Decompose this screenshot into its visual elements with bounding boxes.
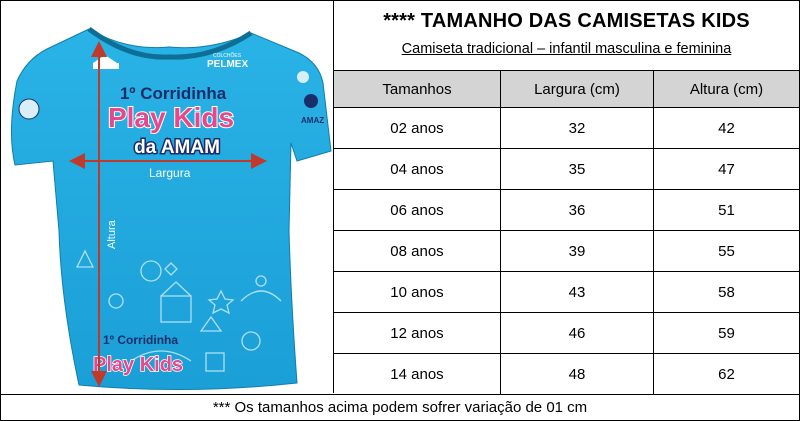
shirt-illustration-panel: AMAZ COLCHÕES PELMEX 1º Corridinha Play …: [1, 1, 334, 393]
table-header-row: Tamanhos Largura (cm) Altura (cm): [334, 70, 799, 108]
table-row: 02 anos 32 42: [334, 107, 799, 149]
table-row: 08 anos 39 55: [334, 230, 799, 272]
cell-width: 43: [500, 271, 654, 313]
table-row: 12 anos 46 59: [334, 312, 799, 354]
footer-note: *** Os tamanhos acima podem sofrer varia…: [1, 394, 799, 421]
table-row: 14 anos 48 62: [334, 353, 799, 395]
sponsor-small-text: COLCHÕES: [213, 52, 242, 59]
cell-height: 51: [653, 189, 799, 231]
table-row: 10 anos 43 58: [334, 271, 799, 313]
bottom-line2: Play Kids: [93, 354, 183, 376]
cell-size: 06 anos: [334, 189, 501, 231]
sponsor-logo: PELMEX: [207, 59, 248, 70]
width-label: Largura: [149, 166, 191, 180]
cell-width: 46: [500, 312, 654, 354]
event-line1: 1º Corridinha: [120, 84, 227, 103]
column-header-width: Largura (cm): [500, 70, 654, 108]
event-line3: da AMAM: [134, 137, 220, 158]
cell-height: 42: [653, 107, 799, 149]
page-title: **** TAMANHO DAS CAMISETAS KIDS: [383, 10, 750, 32]
cell-width: 32: [500, 107, 654, 149]
cell-width: 36: [500, 189, 654, 231]
cell-width: 48: [500, 353, 654, 395]
cell-size: 02 anos: [334, 107, 501, 149]
cell-size: 12 anos: [334, 312, 501, 354]
cell-height: 62: [653, 353, 799, 395]
table-row: 06 anos 36 51: [334, 189, 799, 231]
bottom-line1: 1º Corridinha: [103, 333, 178, 347]
cell-size: 08 anos: [334, 230, 501, 272]
column-header-height: Altura (cm): [653, 70, 799, 108]
page-subtitle: Camiseta tradicional – infantil masculin…: [401, 41, 732, 57]
size-table: Tamanhos Largura (cm) Altura (cm) 02 ano…: [334, 70, 799, 395]
size-table-panel: **** TAMANHO DAS CAMISETAS KIDS Camiseta…: [334, 1, 799, 395]
cell-height: 47: [653, 148, 799, 190]
cell-size: 10 anos: [334, 271, 501, 313]
shirt-collar: [87, 26, 253, 60]
cell-size: 04 anos: [334, 148, 501, 190]
cell-size: 14 anos: [334, 353, 501, 395]
height-label: Altura: [106, 219, 118, 249]
cell-width: 39: [500, 230, 654, 272]
column-header-size: Tamanhos: [334, 70, 501, 108]
sleeve-text: AMAZ: [301, 116, 324, 125]
doodle-decorations: [75, 249, 282, 372]
shirt-illustration: AMAZ COLCHÕES PELMEX 1º Corridinha Play …: [10, 26, 332, 391]
table-row: 04 anos 35 47: [334, 148, 799, 190]
cell-height: 59: [653, 312, 799, 354]
event-line2: Play Kids: [108, 102, 234, 133]
cell-height: 55: [653, 230, 799, 272]
cell-width: 35: [500, 148, 654, 190]
cell-height: 58: [653, 271, 799, 313]
